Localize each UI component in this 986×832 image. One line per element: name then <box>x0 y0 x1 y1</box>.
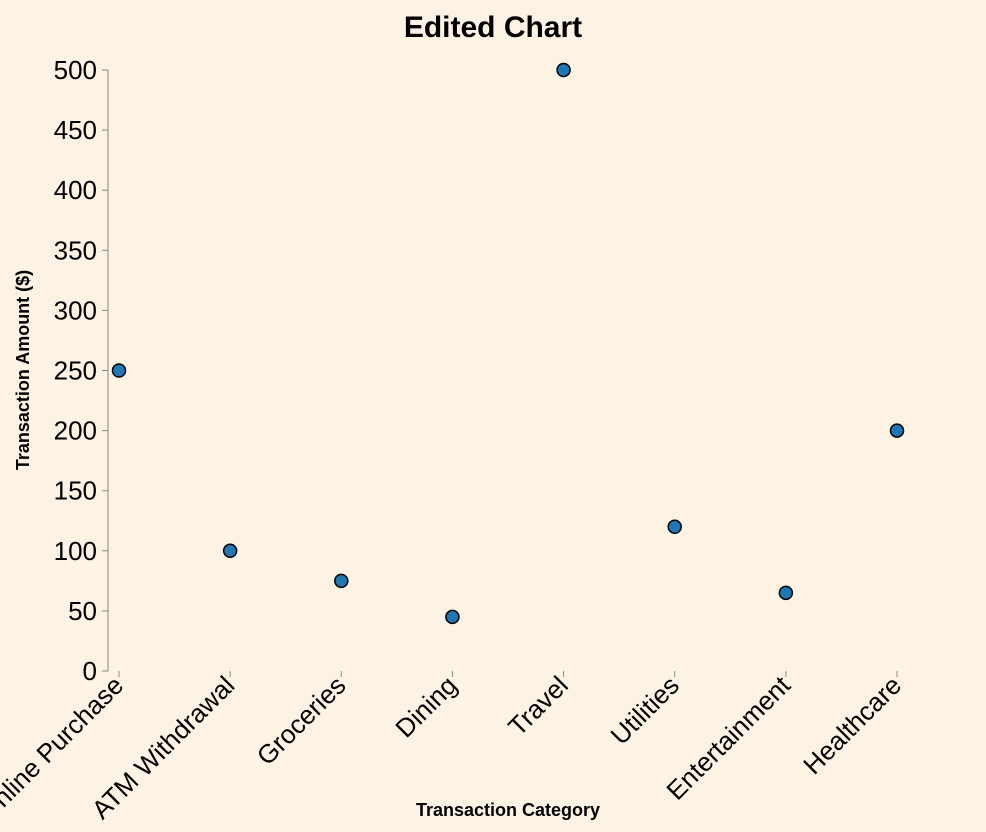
y-tick-label: 350 <box>54 235 97 265</box>
data-point <box>778 585 794 601</box>
y-tick-label: 200 <box>54 416 97 446</box>
data-point <box>222 543 238 559</box>
data-point <box>334 573 349 589</box>
data-point <box>889 423 905 438</box>
y-axis: 0 50 100 150 200 250 300 350 400 450 500 <box>54 55 109 686</box>
y-tick-label: 450 <box>54 115 97 145</box>
y-tick-label: 300 <box>54 295 97 325</box>
data-point <box>556 62 571 78</box>
y-axis-title: Transaction Amount ($) <box>13 270 33 470</box>
data-point <box>111 363 127 378</box>
y-tick-label: 250 <box>54 356 97 386</box>
chart-title: Edited Chart <box>404 11 582 44</box>
x-tick-label: Dining <box>389 670 462 743</box>
x-tick-label: Utilities <box>604 670 684 750</box>
y-tick-label: 500 <box>54 55 97 85</box>
y-tick-label: 400 <box>54 175 97 205</box>
x-tick-label: Groceries <box>251 670 352 771</box>
y-tick-label: 150 <box>54 476 97 506</box>
x-tick-label: Healthcare <box>797 670 907 780</box>
y-tick-label: 50 <box>68 596 97 626</box>
y-tick-label: 0 <box>83 656 97 686</box>
x-tick-label: Travel <box>502 670 574 742</box>
data-point <box>667 519 682 535</box>
y-tick-label: 100 <box>54 536 97 566</box>
data-points <box>111 62 905 625</box>
x-axis-title: Transaction Category <box>416 800 600 820</box>
data-point <box>445 609 460 625</box>
